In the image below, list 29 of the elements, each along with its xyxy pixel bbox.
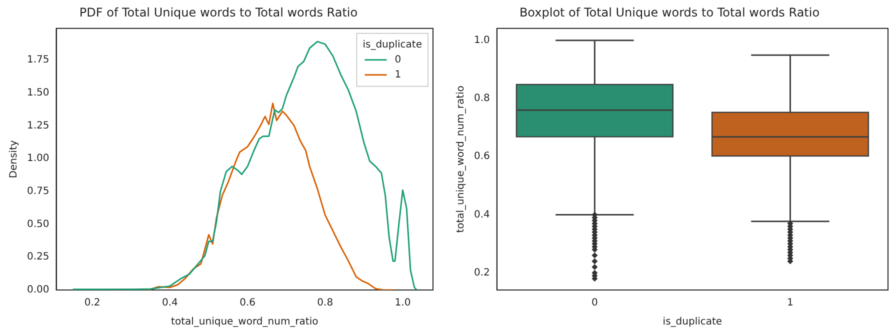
x-tick-label: 1: [787, 298, 794, 309]
x-axis-title: is_duplicate: [662, 316, 722, 328]
y-tick-label: 0.8: [474, 93, 490, 104]
y-tick-label: 0.2: [474, 267, 490, 278]
y-tick-label: 1.0: [474, 34, 490, 46]
x-tick-label: 0: [591, 298, 598, 309]
y-tick-label: 1.50: [27, 87, 50, 98]
y-tick-label: 0.25: [27, 252, 50, 263]
x-tick-label: 0.4: [162, 298, 178, 309]
chart-title: PDF of Total Unique words to Total words Ratio: [79, 5, 358, 20]
y-tick-label: 0.50: [27, 218, 50, 230]
y-tick-label: 0.6: [474, 151, 490, 162]
y-tick-label: 1.75: [27, 54, 50, 66]
y-axis-title: Density: [8, 140, 20, 178]
y-tick-label: 0.4: [474, 209, 490, 220]
x-tick-label: 0.2: [84, 298, 100, 309]
y-tick-label: 1.25: [27, 120, 50, 132]
y-tick-label: 0.00: [27, 284, 50, 296]
x-tick-label: 0.6: [240, 298, 256, 309]
y-axis-title: total_unique_word_num_ratio: [456, 86, 467, 233]
legend-label: 1: [394, 69, 402, 80]
x-tick-label: 1.0: [394, 298, 411, 309]
y-tick-label: 1.00: [27, 153, 50, 164]
x-axis-title: total_unique_word_num_ratio: [171, 316, 318, 328]
legend-label: 0: [394, 54, 402, 66]
legend-title: is_duplicate: [362, 39, 422, 50]
chart-title: Boxplot of Total Unique words to Total words Ratio: [519, 5, 820, 20]
x-tick-label: 0.8: [317, 298, 334, 309]
y-tick-label: 0.75: [27, 186, 50, 197]
